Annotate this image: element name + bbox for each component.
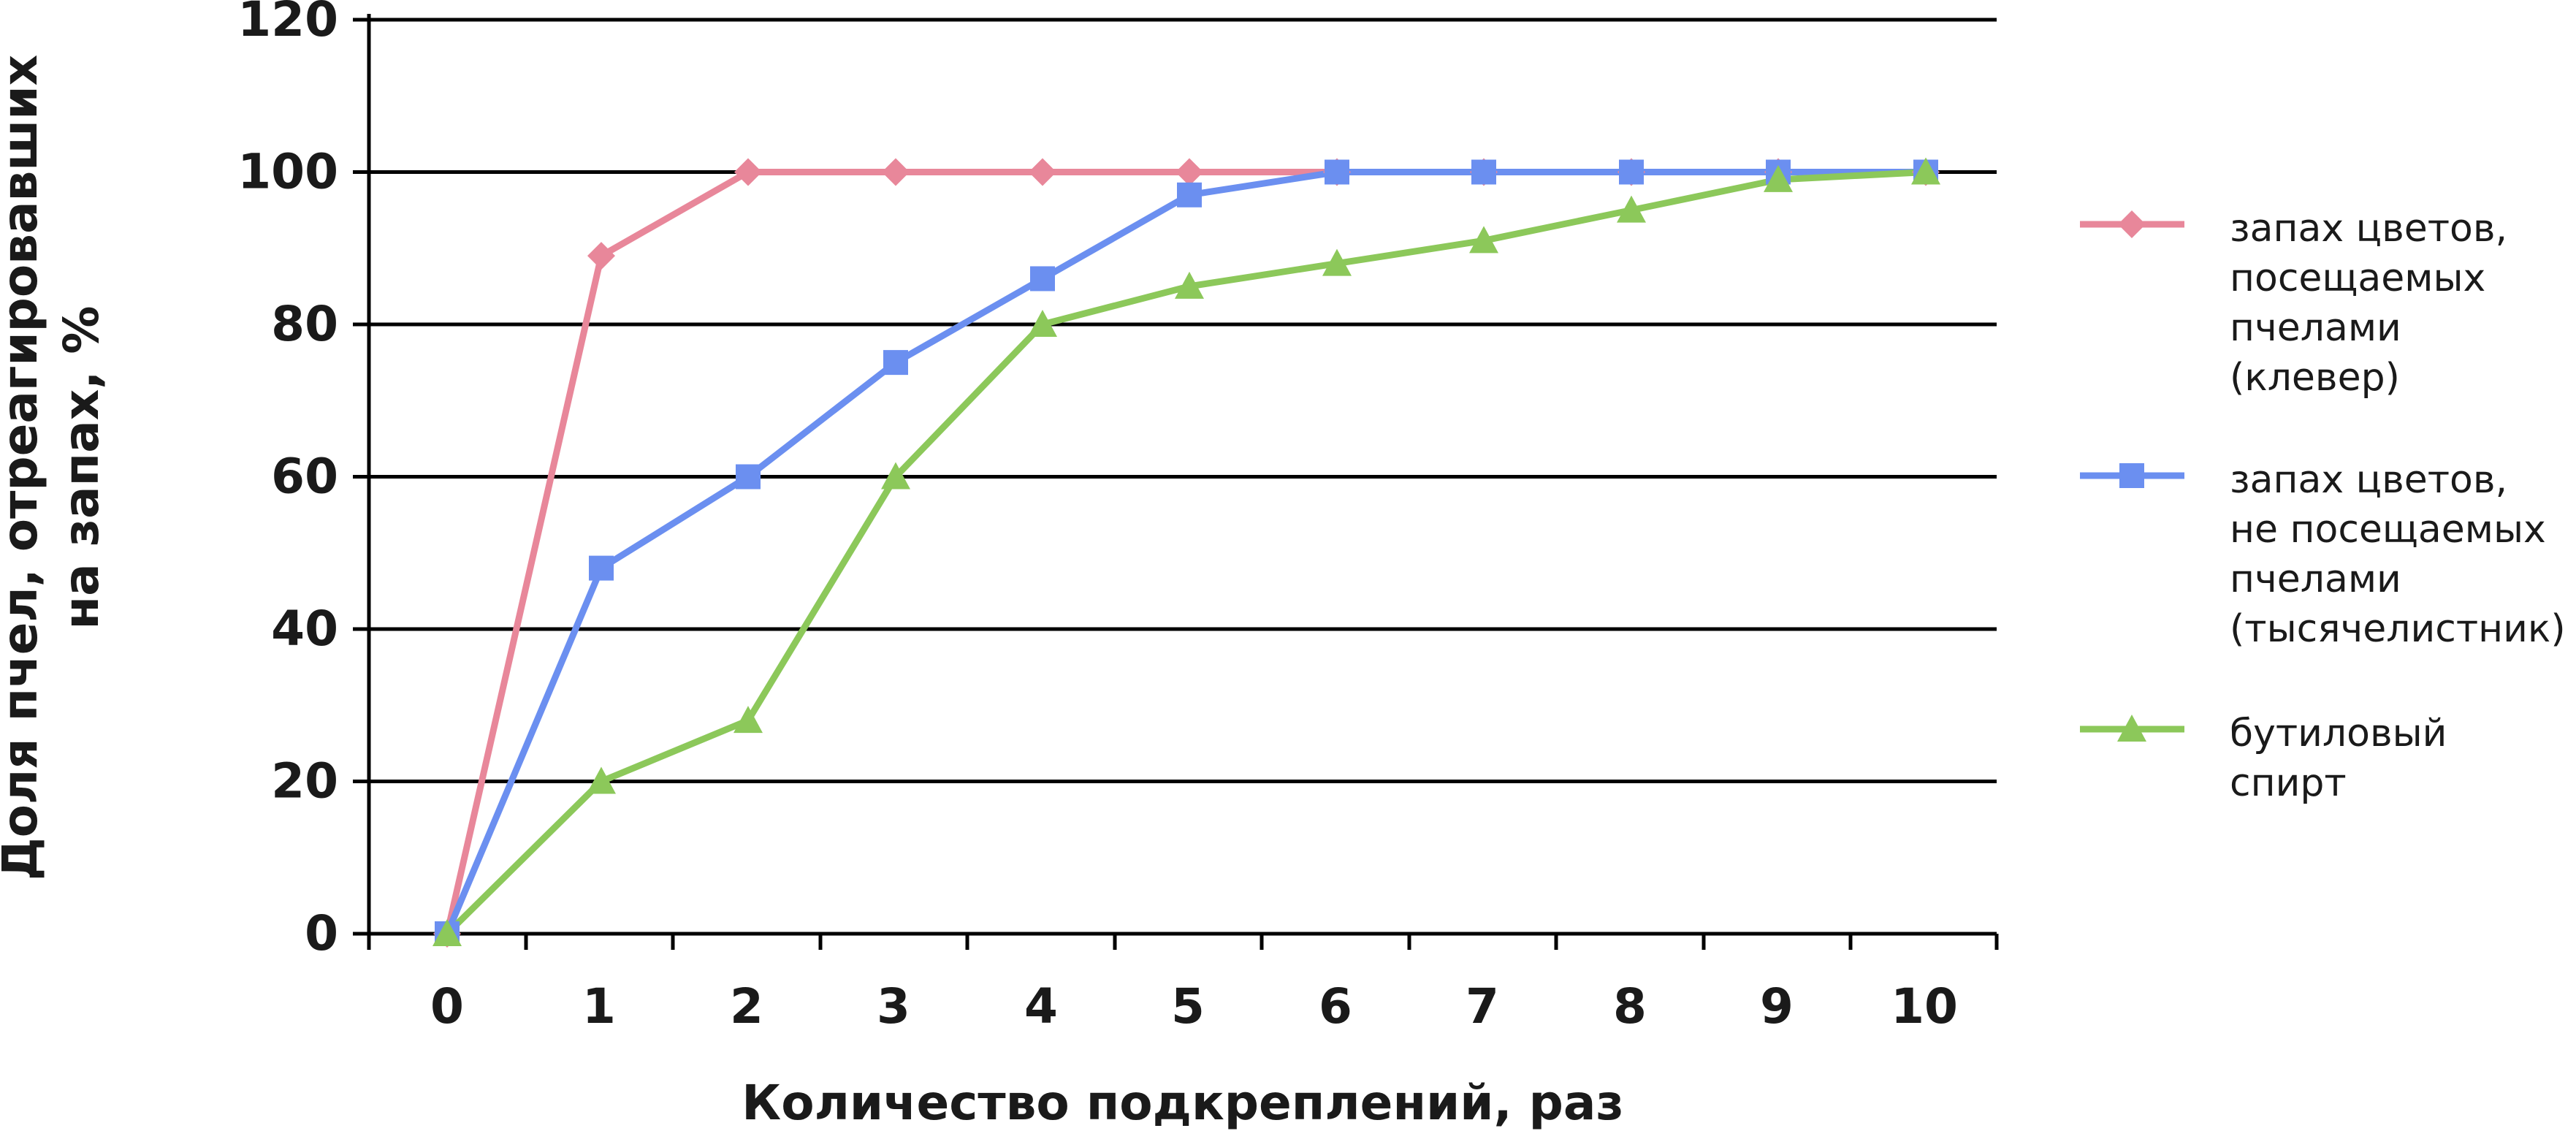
legend-label-line: запах цветов,: [2230, 458, 2507, 502]
series-markers: [432, 157, 1940, 948]
series-3-point: [1764, 164, 1793, 192]
legend-label-line: посещаемых: [2230, 256, 2485, 300]
grid-lines: [369, 18, 1997, 783]
legend-label: бутиловый спирт: [2230, 712, 2447, 805]
series-2-point: [1325, 159, 1349, 185]
legend: запах цветов, посещаемых пчелами (клевер)за…: [2080, 207, 2566, 805]
series-3-point: [1469, 226, 1498, 254]
x-tick-label: 0: [430, 978, 464, 1035]
legend-swatch-marker: [2117, 715, 2146, 742]
series-2-point: [883, 350, 908, 376]
series-3-point: [587, 766, 616, 794]
legend-item-1: запах цветов, посещаемых пчелами (клевер): [2080, 207, 2507, 400]
legend-label: запах цветов, посещаемых пчелами (клевер): [2230, 207, 2507, 400]
legend-label-line: (тысячелистник): [2230, 607, 2566, 651]
series-3-point: [432, 919, 462, 946]
legend-label-line: не посещаемых: [2230, 508, 2546, 552]
x-tick-label: 1: [582, 978, 616, 1035]
series-1-point: [1029, 158, 1056, 186]
axes: [353, 14, 1999, 950]
x-tick-label: 10: [1891, 978, 1958, 1035]
x-tick-label: 9: [1760, 978, 1794, 1035]
series-3-point: [1175, 271, 1204, 299]
y-tick-label: 40: [271, 601, 338, 657]
y-tick-label: 80: [271, 296, 338, 352]
legend-label-line: пчелами: [2230, 306, 2401, 350]
x-tick-label: 7: [1466, 978, 1499, 1035]
legend-label-line: запах цветов,: [2230, 207, 2507, 251]
y-tick-label: 0: [305, 905, 338, 961]
series-3-point: [1028, 310, 1057, 337]
y-tick-label: 20: [271, 753, 338, 810]
series-1-point: [882, 158, 910, 186]
series-2-point: [1471, 159, 1496, 185]
legend-item-3: бутиловый спирт: [2080, 712, 2447, 805]
legend-label-line: (клевер): [2230, 356, 2400, 400]
legend-label: запах цветов, не посещаемых пчелами (тысяче…: [2230, 458, 2566, 651]
y-tick-label: 120: [237, 0, 338, 47]
legend-item-2: запах цветов, не посещаемых пчелами (тысяче…: [2080, 458, 2566, 651]
x-tick-label: 4: [1024, 978, 1058, 1035]
x-axis-title: Количество подкреплений, раз: [742, 1075, 1623, 1131]
series-3-point: [1617, 195, 1646, 223]
series-1-point: [734, 158, 762, 186]
x-tick-label: 5: [1171, 978, 1205, 1035]
y-tick-label: 100: [237, 144, 338, 200]
series-3-point: [733, 706, 763, 734]
x-tick-label: 8: [1613, 978, 1647, 1035]
series-1-point: [1175, 158, 1203, 186]
legend-swatch-marker: [2118, 210, 2146, 238]
y-axis-title-line: Доля пчел, отреагировавших: [0, 55, 48, 880]
y-tick-label: 60: [271, 449, 338, 505]
x-tick-label: 3: [877, 978, 910, 1035]
tick-labels: 0 20 40 60 80 100 120 0 1 2 3 4 5 6 7 8 9 10: [237, 0, 1958, 1035]
legend-label-line: пчелами: [2230, 557, 2401, 601]
series-2-point: [589, 555, 614, 581]
x-tick-label: 2: [730, 978, 763, 1035]
legend-label-line: спирт: [2230, 761, 2347, 805]
series-2-point: [736, 464, 761, 490]
series-1-point: [587, 242, 615, 270]
series-3-point: [1322, 248, 1352, 276]
axis-titles: Количество подкреплений, раз Доля пчел, о…: [0, 55, 1624, 1131]
series-3-point: [881, 462, 910, 490]
y-axis-title: Доля пчел, отреагировавших на запах, %: [0, 55, 110, 880]
series-2-point: [1030, 266, 1055, 292]
series-2-point: [1177, 182, 1202, 207]
x-tick-label: 6: [1319, 978, 1352, 1035]
legend-label-line: бутиловый: [2230, 712, 2447, 755]
y-axis-title-line: на запах, %: [53, 306, 110, 630]
series-3-point: [1911, 157, 1940, 185]
series-2-point: [1619, 159, 1644, 185]
legend-swatch-marker: [2119, 463, 2144, 488]
